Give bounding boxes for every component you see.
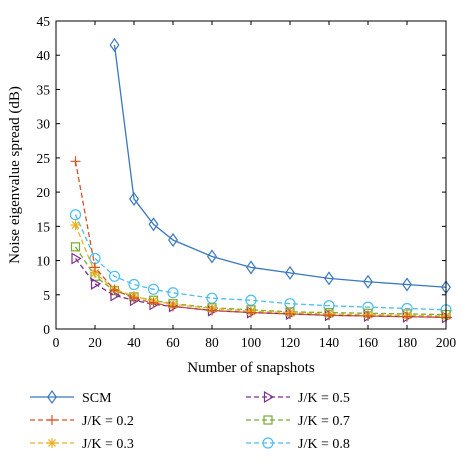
y-tick-label: 35 bbox=[37, 82, 51, 97]
series-marker bbox=[207, 249, 217, 264]
series-marker bbox=[90, 267, 100, 278]
series-marker bbox=[148, 297, 159, 308]
series-marker bbox=[147, 283, 160, 295]
legend-label: J/K = 0.2 bbox=[82, 414, 134, 429]
series-marker bbox=[90, 262, 100, 273]
series-marker bbox=[285, 308, 295, 319]
series-marker bbox=[70, 219, 81, 230]
legend-label: J/K = 0.8 bbox=[298, 437, 350, 452]
series-marker bbox=[363, 310, 373, 321]
series-group bbox=[70, 242, 451, 320]
x-tick-label: 20 bbox=[88, 335, 102, 350]
series-marker bbox=[110, 289, 121, 302]
legend-label: J/K = 0.3 bbox=[82, 437, 134, 452]
series-marker bbox=[71, 252, 82, 265]
series-marker bbox=[129, 191, 139, 206]
y-axis-title: Noise eigenvalue spread (dB) bbox=[7, 86, 23, 264]
legend-entry: SCM bbox=[30, 389, 112, 406]
legend-entry: J/K = 0.3 bbox=[30, 437, 134, 452]
series-marker bbox=[246, 307, 256, 318]
series-marker bbox=[47, 438, 57, 448]
legend-entry: J/K = 0.5 bbox=[246, 390, 350, 406]
legend-label: J/K = 0.5 bbox=[298, 391, 350, 406]
y-tick-label: 5 bbox=[43, 288, 50, 303]
series-marker bbox=[263, 390, 275, 404]
legend-entry: J/K = 0.2 bbox=[30, 414, 134, 429]
x-tick-label: 0 bbox=[53, 335, 60, 350]
series-marker bbox=[262, 437, 274, 449]
series-marker bbox=[109, 37, 120, 52]
series-marker bbox=[168, 301, 178, 312]
series-marker bbox=[47, 389, 57, 405]
series-marker bbox=[70, 242, 81, 252]
series-marker bbox=[168, 232, 178, 248]
y-tick-label: 30 bbox=[37, 117, 51, 132]
series-marker bbox=[167, 287, 179, 299]
series-marker bbox=[89, 252, 101, 265]
y-tick-label: 15 bbox=[37, 219, 51, 234]
y-tick-label: 45 bbox=[37, 14, 51, 29]
legend-entry: J/K = 0.7 bbox=[246, 414, 350, 429]
series-marker bbox=[129, 293, 139, 304]
legend-label: SCM bbox=[82, 391, 112, 406]
y-tick-label: 25 bbox=[37, 151, 51, 166]
series-marker bbox=[207, 305, 217, 316]
series-marker bbox=[246, 260, 256, 275]
series-marker bbox=[47, 415, 57, 425]
series-marker bbox=[69, 209, 82, 221]
x-tick-label: 160 bbox=[358, 335, 379, 350]
series-line bbox=[113, 44, 447, 288]
x-tick-label: 40 bbox=[127, 335, 141, 350]
legend-label: J/K = 0.7 bbox=[298, 414, 350, 429]
x-tick-label: 80 bbox=[205, 335, 219, 350]
series-marker bbox=[324, 271, 334, 286]
x-tick-label: 180 bbox=[397, 335, 418, 350]
series-marker bbox=[108, 270, 121, 282]
series-group bbox=[109, 37, 451, 295]
series-layer bbox=[69, 37, 453, 324]
x-axis-title: Number of snapshots bbox=[187, 360, 315, 376]
x-tick-label: 140 bbox=[319, 335, 340, 350]
series-marker bbox=[128, 278, 140, 291]
series-marker bbox=[263, 415, 273, 425]
series-marker bbox=[285, 265, 295, 280]
y-tick-label: 40 bbox=[37, 48, 51, 63]
series-marker bbox=[148, 217, 159, 232]
series-marker bbox=[402, 277, 412, 292]
series-marker bbox=[324, 310, 334, 321]
legend: SCM J/K = 0.2 J/K = 0.3 J/K = 0.5 J/K = 0.7 J… bbox=[30, 389, 350, 452]
series-marker bbox=[363, 274, 373, 289]
y-tick-label: 0 bbox=[43, 322, 50, 337]
series-group bbox=[70, 219, 451, 321]
series-marker bbox=[109, 284, 120, 295]
series-marker bbox=[90, 277, 102, 290]
x-tick-label: 200 bbox=[436, 335, 457, 350]
x-tick-label: 120 bbox=[280, 335, 301, 350]
x-tick-label: 100 bbox=[241, 335, 262, 350]
legend-entry: J/K = 0.8 bbox=[246, 437, 350, 452]
ticks-layer: 0 20 40 60 80 100 120 140 160 180 200 0 5 10 15 20 25 30 3… bbox=[37, 14, 457, 350]
series-line bbox=[74, 214, 447, 311]
x-tick-label: 60 bbox=[166, 335, 180, 350]
series-marker bbox=[402, 311, 412, 322]
series-marker bbox=[70, 156, 81, 167]
y-tick-label: 10 bbox=[37, 254, 51, 269]
series-group bbox=[70, 156, 451, 323]
y-tick-label: 20 bbox=[37, 185, 51, 200]
